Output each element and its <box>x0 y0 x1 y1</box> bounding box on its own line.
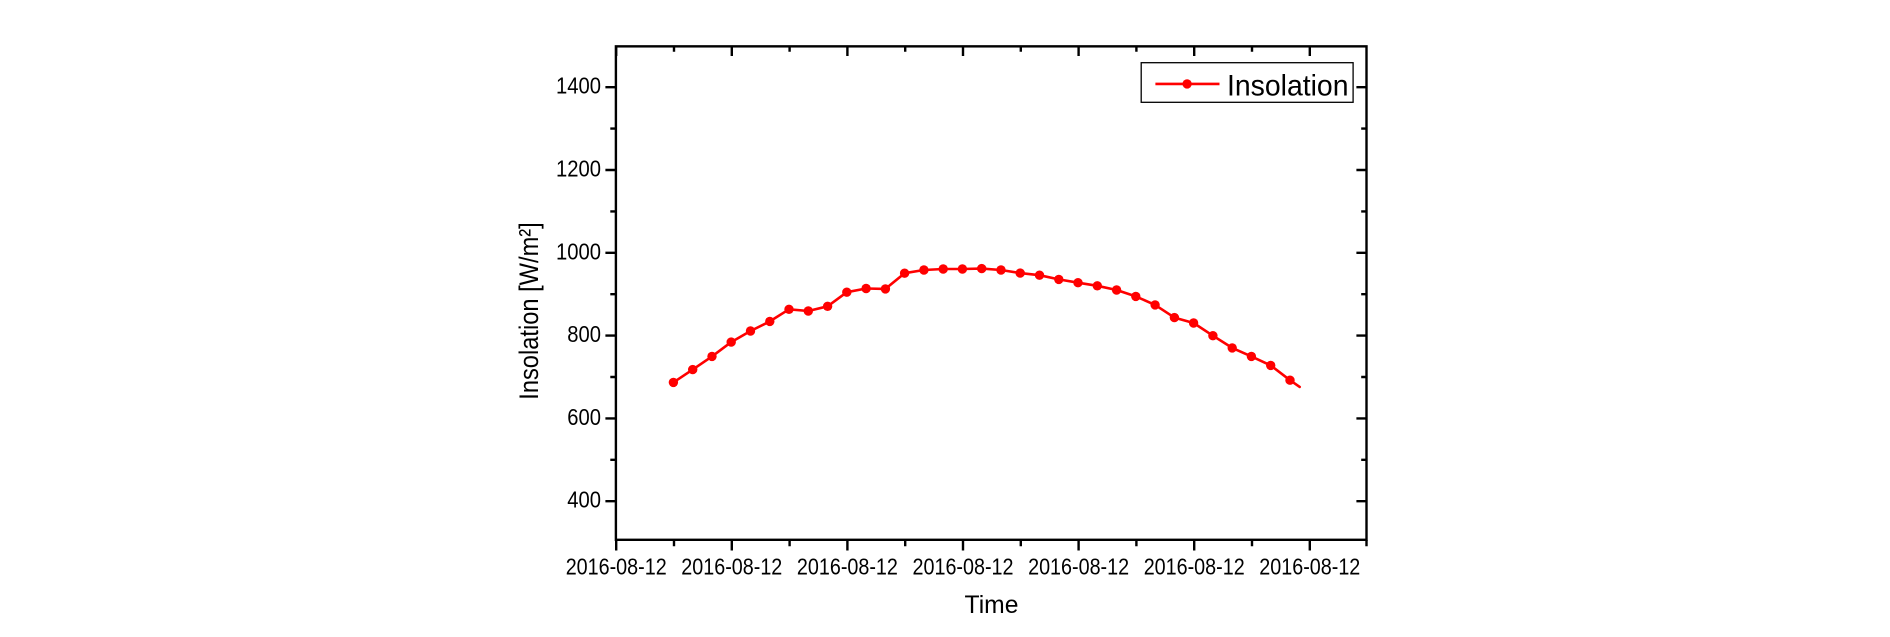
svg-text:Time: Time <box>965 591 1019 619</box>
svg-text:Insolation [W/m²]: Insolation [W/m²] <box>514 222 544 400</box>
svg-text:2016-08-12: 2016-08-12 <box>1144 554 1245 580</box>
svg-text:2016-08-12: 2016-08-12 <box>681 554 782 580</box>
svg-text:2016-08-12: 2016-08-12 <box>1259 554 1360 580</box>
svg-text:600: 600 <box>567 404 601 430</box>
svg-text:400: 400 <box>567 487 601 513</box>
svg-text:1200: 1200 <box>556 156 601 182</box>
svg-text:Insolation: Insolation <box>1227 70 1349 103</box>
svg-text:2016-08-12: 2016-08-12 <box>913 554 1014 580</box>
svg-text:1000: 1000 <box>556 238 601 264</box>
svg-text:2016-08-12: 2016-08-12 <box>1028 554 1129 580</box>
svg-text:1400: 1400 <box>556 73 601 99</box>
svg-text:2016-08-12: 2016-08-12 <box>566 554 667 580</box>
svg-text:800: 800 <box>567 321 601 347</box>
svg-text:2016-08-12: 2016-08-12 <box>797 554 898 580</box>
